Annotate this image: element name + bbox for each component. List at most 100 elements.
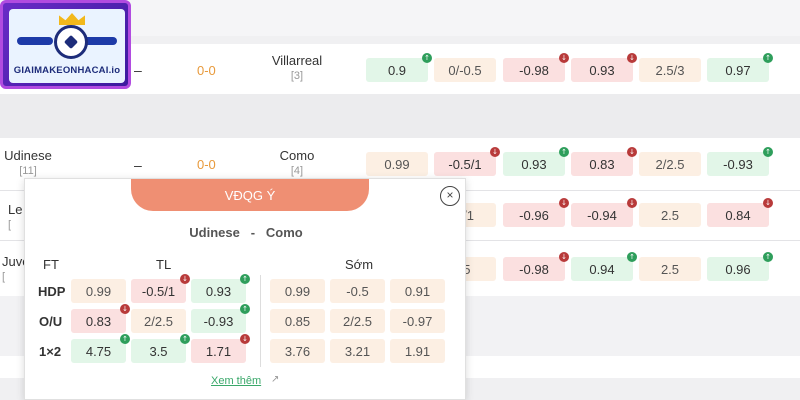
team-name: Udinese [4, 148, 52, 163]
team-rank: [ [2, 271, 6, 283]
odds-cell[interactable]: -0.5/1 ↓ [131, 274, 190, 303]
odds-value: -0.96 [519, 207, 549, 223]
league-tab: VĐQG Ý [131, 179, 369, 211]
team-name: Juve [2, 254, 30, 269]
odds-value: 2/2.5 [144, 313, 173, 329]
away-team-name: Como [265, 225, 303, 240]
away-team[interactable]: Villarreal [3] [262, 53, 332, 82]
odds-value: 0.85 [284, 313, 311, 329]
odds-value: -0.93 [203, 313, 234, 329]
odds-value: -0.97 [402, 313, 433, 329]
arrow-down-icon: ↓ [627, 147, 637, 157]
odds-cell[interactable]: 1.91 [390, 339, 445, 363]
away-team[interactable]: Como [4] [262, 148, 332, 177]
home-team-name: Udinese [189, 225, 240, 240]
odds-value: 0.93 [589, 62, 615, 78]
league-gap [0, 94, 800, 138]
arrow-down-icon: ↓ [763, 198, 773, 208]
odds-cell[interactable]: -0.94 ↓ [571, 198, 637, 227]
odds-cell[interactable]: 0.97 ↑ [707, 53, 773, 82]
arrow-down-icon: ↓ [627, 53, 637, 63]
odds-cell[interactable]: -0.5 [330, 279, 385, 303]
arrow-down-icon: ↓ [559, 198, 569, 208]
odds-cell[interactable]: 0.91 [390, 279, 445, 303]
odds-cell[interactable]: 0.9 ↑ [366, 53, 432, 82]
odds-value: -0.98 [519, 62, 549, 78]
line-label-ou: O/U [39, 314, 63, 329]
odds-cell[interactable]: 0.84 ↓ [707, 198, 773, 227]
column-divider [260, 275, 261, 367]
odds-value: 0.93 [205, 283, 232, 299]
odds-value: -0.98 [519, 261, 549, 277]
arrow-up-icon: ↑ [120, 334, 130, 344]
odds-cell[interactable]: 0.94 ↑ [571, 252, 637, 281]
odds-cell[interactable]: 2.5/3 [639, 58, 701, 82]
odds-cell[interactable]: -0.5/1 ↓ [434, 147, 500, 176]
odds-cell[interactable]: 2/2.5 [330, 309, 385, 333]
odds-cell[interactable]: 0.83 ↓ [71, 304, 130, 333]
odds-cell[interactable]: 3.21 [330, 339, 385, 363]
odds-cell[interactable]: 2.5 [639, 203, 701, 227]
odds-cell[interactable]: 0.99 [270, 279, 325, 303]
team-rank: [ [8, 219, 12, 231]
odds-cell[interactable]: 0.83 ↓ [571, 147, 637, 176]
odds-cell[interactable]: 0.93 ↑ [503, 147, 569, 176]
arrow-up-icon: ↑ [559, 147, 569, 157]
site-logo[interactable]: GIAIMAKEONHACAI.io [0, 0, 131, 89]
odds-cell[interactable]: -0.98 ↓ [503, 53, 569, 82]
line-label-1x2: 1×2 [39, 344, 62, 359]
odds-popup: VĐQG Ý × Udinese - Como FT TL Sớm HDP O/… [24, 178, 466, 400]
odds-cell[interactable]: 4.75 ↑ [71, 334, 130, 363]
odds-cell[interactable]: -0.93 ↑ [707, 147, 773, 176]
odds-value: 0.84 [725, 207, 751, 223]
arrow-down-icon: ↓ [559, 53, 569, 63]
odds-cell[interactable]: 2.5 [639, 257, 701, 281]
odds-value: 2/2.5 [655, 156, 685, 172]
odds-value: -0.94 [587, 207, 617, 223]
arrow-up-icon: ↑ [180, 334, 190, 344]
odds-cell[interactable]: 3.76 [270, 339, 325, 363]
odds-cell[interactable]: 0.93 ↑ [191, 274, 250, 303]
odds-value: 0.9 [387, 62, 407, 78]
odds-value: 0.99 [85, 283, 112, 299]
arrow-up-icon: ↑ [240, 304, 250, 314]
match-dash: – [134, 62, 142, 78]
odds-cell[interactable]: 1.71 ↓ [191, 334, 250, 363]
external-link-icon[interactable]: ↗ [271, 374, 280, 385]
match-score[interactable]: 0-0 [197, 63, 216, 78]
home-team[interactable]: Udinese [11] [0, 148, 56, 177]
odds-value: 1.91 [404, 343, 431, 359]
odds-cell[interactable]: 0.93 ↓ [571, 53, 637, 82]
home-team[interactable]: Juve [ [2, 254, 30, 283]
odds-value: 0.83 [85, 313, 112, 329]
arrow-down-icon: ↓ [120, 304, 130, 314]
odds-value: -0.5/1 [448, 156, 482, 172]
odds-cell[interactable]: 0.99 [71, 279, 126, 303]
odds-value: 0.97 [725, 62, 751, 78]
home-team[interactable]: Le [ [8, 202, 28, 231]
odds-cell[interactable]: 3.5 ↑ [131, 334, 190, 363]
odds-cell[interactable]: -0.97 [390, 309, 445, 333]
odds-cell[interactable]: -0.93 ↑ [191, 304, 250, 333]
col-ft: FT [43, 257, 59, 272]
arrow-down-icon: ↓ [180, 274, 190, 284]
see-more-link[interactable]: Xem thêm [211, 375, 262, 387]
odds-value: 0.99 [384, 156, 410, 172]
odds-value: 3.21 [344, 343, 371, 359]
odds-value: 0.83 [589, 156, 615, 172]
odds-value: 0.94 [589, 261, 615, 277]
odds-value: 2.5/3 [655, 62, 685, 78]
arrow-up-icon: ↑ [763, 252, 773, 262]
odds-cell[interactable]: 0.99 [366, 152, 428, 176]
match-score[interactable]: 0-0 [197, 157, 216, 172]
close-icon[interactable]: × [440, 186, 460, 206]
odds-cell[interactable]: -0.96 ↓ [503, 198, 569, 227]
odds-cell[interactable]: -0.98 ↓ [503, 252, 569, 281]
odds-cell[interactable]: 0.96 ↑ [707, 252, 773, 281]
match-dash: – [134, 157, 142, 173]
wing-icon [81, 37, 117, 45]
odds-cell[interactable]: 0.85 [270, 309, 325, 333]
odds-cell[interactable]: 2/2.5 [639, 152, 701, 176]
odds-cell[interactable]: 0/-0.5 [434, 58, 496, 82]
odds-cell[interactable]: 2/2.5 [131, 309, 186, 333]
